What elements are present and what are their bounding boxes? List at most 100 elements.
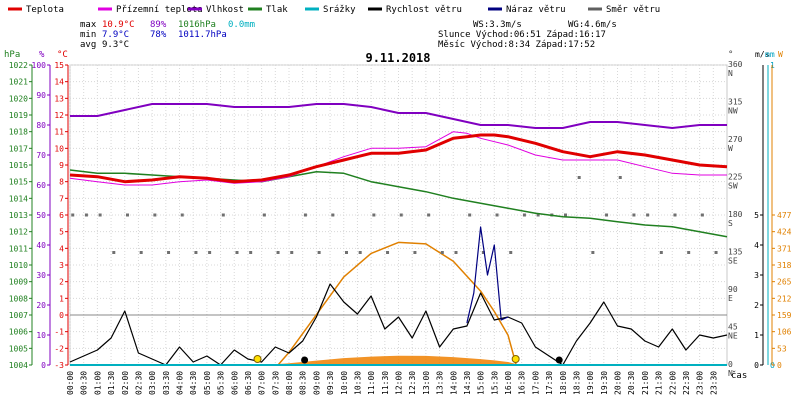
wind-direction-dot xyxy=(577,176,581,179)
x-tick-label: 14:00 xyxy=(449,371,458,395)
x-tick-label: 17:00 xyxy=(531,371,540,395)
wind-direction-dot xyxy=(646,213,650,217)
direction-unit: ° xyxy=(728,50,733,60)
wind-direction-dot xyxy=(358,251,362,254)
x-tick-label: 09:00 xyxy=(312,371,321,395)
humidity-tick-label: 100 xyxy=(32,61,47,70)
stat-min-hum: 78% xyxy=(150,30,167,40)
stat-min-temp: 7.9°C xyxy=(102,30,129,40)
wind-direction-dot xyxy=(125,213,129,217)
humidity-tick-label: 30 xyxy=(36,271,46,280)
temperature-tick-label: 10 xyxy=(54,144,64,153)
pressure-tick-label: 1007 xyxy=(9,311,28,320)
x-tick-label: 23:30 xyxy=(709,371,718,395)
wind-tick-label: 3 xyxy=(754,271,759,280)
temperature-tick-label: 12 xyxy=(54,111,64,120)
x-tick-label: 10:30 xyxy=(353,371,362,395)
solar-line xyxy=(277,241,517,366)
x-tick-label: 11:00 xyxy=(367,371,376,395)
wind-direction-dot xyxy=(687,251,691,254)
temperature-tick-label: 14 xyxy=(54,78,64,87)
wind-direction-dot xyxy=(303,213,307,217)
direction-tick-label: NE xyxy=(728,332,738,341)
temperature-tick-label: -2 xyxy=(54,344,64,353)
time-unit: čas xyxy=(731,370,747,381)
stat-min-press: 1011.7hPa xyxy=(178,30,227,40)
x-tick-label: 04:00 xyxy=(176,371,185,395)
wind-direction-dot xyxy=(536,213,540,217)
stat-avg-label: avg xyxy=(80,40,96,50)
x-tick-label: 03:00 xyxy=(148,371,157,395)
x-tick-label: 08:30 xyxy=(299,371,308,395)
x-tick-label: 01:00 xyxy=(93,371,102,395)
x-tick-label: 18:30 xyxy=(572,371,581,395)
temperature-tick-label: 11 xyxy=(54,128,64,137)
x-tick-label: 10:00 xyxy=(340,371,349,395)
direction-tick-deg: 225 xyxy=(728,173,743,182)
x-tick-label: 23:00 xyxy=(696,371,705,395)
pressure-tick-label: 1013 xyxy=(9,211,28,220)
pressure-tick-label: 1010 xyxy=(9,261,28,270)
x-tick-label: 21:00 xyxy=(641,371,650,395)
sunset-marker xyxy=(511,355,520,363)
wind-direction-dot xyxy=(659,251,663,254)
moonset-marker xyxy=(555,356,563,364)
stat-max-press: 1016hPa xyxy=(178,20,216,30)
pressure-tick-label: 1012 xyxy=(9,228,28,237)
wind-direction-dot xyxy=(427,213,431,217)
legend-label: Náraz větru xyxy=(506,5,566,15)
x-tick-label: 19:00 xyxy=(586,371,595,395)
temperature-tick-label: 9 xyxy=(59,161,64,170)
direction-tick-deg: 180 xyxy=(728,210,743,219)
pressure-tick-label: 1011 xyxy=(9,244,28,253)
direction-tick-label: W xyxy=(728,144,733,153)
wind-direction-dot xyxy=(522,213,526,217)
solar-tick-label: 53 xyxy=(777,344,787,353)
wind-tick-label: 0 xyxy=(754,361,759,370)
x-tick-label: 17:30 xyxy=(545,371,554,395)
direction-tick-deg: 45 xyxy=(728,323,738,332)
wind-direction-dot xyxy=(84,213,88,217)
humidity-tick-label: 90 xyxy=(36,91,46,100)
direction-tick-label: SE xyxy=(728,257,738,266)
wind-speed-line xyxy=(69,283,728,366)
wind-direction-dot xyxy=(509,251,513,254)
pressure-tick-label: 1018 xyxy=(9,128,28,137)
axes: hPa% °C1004100510061007100810091010101110… xyxy=(4,50,792,395)
x-tick-label: 07:00 xyxy=(258,371,267,395)
wind-direction-dot xyxy=(153,213,157,217)
direction-tick-deg: 90 xyxy=(728,285,738,294)
direction-tick-deg: 315 xyxy=(728,98,743,107)
temperature-tick-label: 0 xyxy=(59,311,64,320)
temperature-tick-label: 13 xyxy=(54,94,64,103)
legend-label: Rychlost větru xyxy=(386,5,462,15)
wind-direction-dot xyxy=(235,251,239,254)
temperature-tick-label: -1 xyxy=(54,328,64,337)
pressure-tick-label: 1022 xyxy=(9,61,28,70)
stat-avg-temp: 9.3°C xyxy=(102,40,129,50)
direction-tick-label: E xyxy=(728,294,733,303)
pressure-tick-label: 1008 xyxy=(9,294,28,303)
series-layer xyxy=(69,103,728,366)
x-tick-label: 08:00 xyxy=(285,371,294,395)
x-tick-label: 07:30 xyxy=(271,371,280,395)
x-tick-label: 14:30 xyxy=(463,371,472,395)
solar-area xyxy=(278,355,517,364)
wind-direction-dot xyxy=(344,251,348,254)
wind-direction-dot xyxy=(481,251,485,254)
x-tick-label: 01:30 xyxy=(107,371,116,395)
wind-gust-line xyxy=(466,226,509,324)
x-tick-label: 09:30 xyxy=(326,371,335,395)
wind-direction-dot xyxy=(98,213,102,217)
x-tick-label: 03:30 xyxy=(162,371,171,395)
x-tick-label: 12:30 xyxy=(408,371,417,395)
x-tick-label: 12:00 xyxy=(395,371,404,395)
humidity-tick-label: 10 xyxy=(36,331,46,340)
wind-direction-dot xyxy=(317,251,321,254)
temperature-tick-label: -3 xyxy=(54,361,64,370)
rain-unit: mm xyxy=(765,50,775,59)
wind-direction-dot xyxy=(591,251,595,254)
temperature-unit: °C xyxy=(57,50,68,60)
pressure-tick-label: 1004 xyxy=(9,361,28,370)
